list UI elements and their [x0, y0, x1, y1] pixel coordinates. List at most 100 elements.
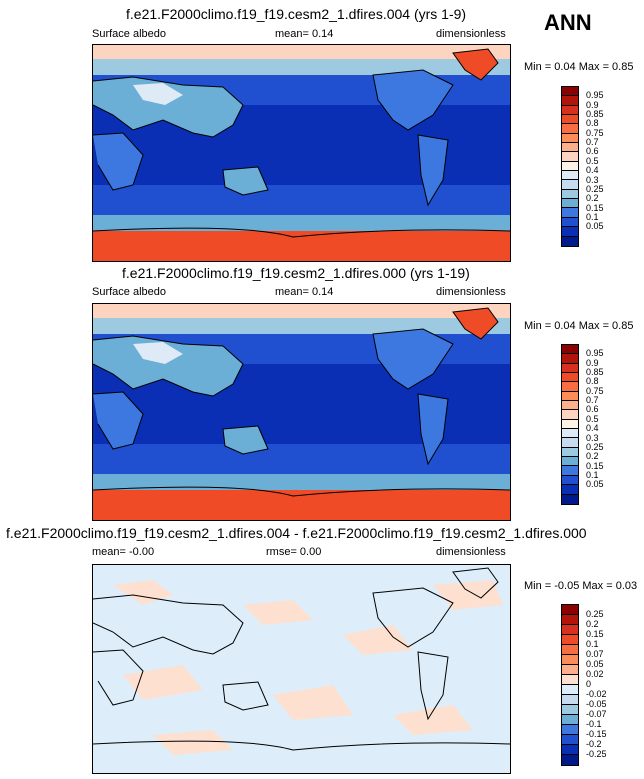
panel2-albedo-field — [93, 304, 510, 520]
panel1-albedo-field — [93, 45, 510, 261]
colorbar-tick-label: 0.6 — [586, 146, 599, 157]
colorbar-tick-label: 0.75 — [586, 385, 604, 396]
colorbar-tick-label: 0.7 — [586, 395, 599, 406]
colorbar-swatch — [562, 180, 578, 190]
colorbar-swatch — [562, 695, 578, 705]
panel3-minmax: Min = -0.05 Max = 0.03 — [524, 580, 638, 592]
colorbar-tick-label: -0.05 — [586, 699, 607, 709]
panel2-colorbar — [561, 344, 579, 505]
colorbar-swatch — [562, 419, 578, 430]
colorbar-swatch — [562, 236, 578, 246]
colorbar-tick-label: 0.25 — [586, 609, 604, 619]
colorbar-swatch — [562, 485, 578, 495]
colorbar-swatch — [562, 345, 578, 355]
colorbar-swatch — [562, 227, 578, 237]
panel3-title: f.e21.F2000climo.f19_f19.cesm2_1.dfires.… — [6, 525, 587, 541]
colorbar-tick-label: 0.9 — [586, 357, 599, 368]
colorbar-swatch — [562, 124, 578, 134]
colorbar-swatch — [562, 655, 578, 665]
colorbar-swatch — [562, 363, 578, 374]
panel2-units-label: dimensionless — [436, 286, 506, 298]
colorbar-tick-label: -0.1 — [586, 719, 602, 729]
colorbar-tick-label: 0.25 — [586, 183, 604, 194]
colorbar-tick-label: 0.85 — [586, 367, 604, 378]
colorbar-swatch — [562, 735, 578, 745]
colorbar-swatch — [562, 152, 578, 162]
colorbar-tick-label: 0.8 — [586, 376, 599, 387]
colorbar-tick-label: 0.15 — [586, 202, 604, 213]
colorbar-swatch — [562, 171, 578, 181]
colorbar-swatch — [562, 105, 578, 116]
colorbar-tick-label: 0.1 — [586, 211, 599, 222]
colorbar-swatch — [562, 715, 578, 725]
panel2-mean-label: mean= 0.14 — [275, 286, 334, 298]
colorbar-swatch — [562, 615, 578, 625]
panel1-units-label: dimensionless — [436, 28, 506, 40]
colorbar-swatch — [562, 645, 578, 655]
colorbar-swatch — [562, 354, 578, 364]
colorbar-tick-label: 0.3 — [586, 174, 599, 185]
panel1-map — [92, 44, 511, 262]
colorbar-swatch — [562, 755, 578, 765]
colorbar-tick-label: 0.9 — [586, 99, 599, 110]
panel1-title: f.e21.F2000climo.f19_f19.cesm2_1.dfires.… — [126, 6, 467, 22]
colorbar-swatch — [562, 429, 578, 439]
season-label: ANN — [544, 10, 592, 35]
colorbar-swatch — [562, 705, 578, 715]
colorbar-tick-label: 0.5 — [586, 413, 599, 424]
colorbar-tick-label: 0.5 — [586, 155, 599, 166]
colorbar-swatch — [562, 189, 578, 200]
colorbar-swatch — [562, 665, 578, 675]
colorbar-tick-label: 0.7 — [586, 137, 599, 148]
colorbar-swatch — [562, 373, 578, 383]
colorbar-swatch — [562, 208, 578, 218]
panel3-mean-label: mean= -0.00 — [92, 546, 155, 558]
panel2-minmax: Min = 0.04 Max = 0.85 — [524, 320, 634, 332]
colorbar-tick-label: 0.2 — [586, 451, 599, 462]
colorbar-tick-label: -0.02 — [586, 689, 607, 699]
panel2-variable-label: Surface albedo — [92, 286, 166, 298]
colorbar-tick-label: 0.2 — [586, 619, 599, 629]
panel2-map — [92, 303, 511, 521]
colorbar-swatch — [562, 457, 578, 467]
panel1-mean-label: mean= 0.14 — [275, 28, 334, 40]
colorbar-swatch — [562, 725, 578, 735]
colorbar-swatch — [562, 143, 578, 153]
colorbar-tick-label: 0.1 — [586, 469, 599, 480]
colorbar-tick-label: 0.95 — [586, 90, 604, 101]
panel3-difference-field — [93, 565, 510, 773]
colorbar-tick-label: 0.75 — [586, 127, 604, 138]
colorbar-tick-label: -0.15 — [586, 729, 607, 739]
colorbar-swatch — [562, 410, 578, 420]
colorbar-swatch — [562, 625, 578, 635]
panel3-colorbar — [561, 604, 579, 766]
colorbar-swatch — [562, 675, 578, 685]
colorbar-swatch — [562, 466, 578, 476]
colorbar-tick-label: 0.25 — [586, 441, 604, 452]
colorbar-tick-label: 0.95 — [586, 348, 604, 359]
colorbar-tick-label: 0.02 — [586, 669, 604, 679]
colorbar-swatch — [562, 685, 578, 695]
colorbar-tick-label: 0.3 — [586, 432, 599, 443]
colorbar-swatch — [562, 745, 578, 755]
colorbar-tick-label: 0.07 — [586, 649, 604, 659]
colorbar-swatch — [562, 382, 578, 392]
colorbar-swatch — [562, 635, 578, 645]
colorbar-tick-label: -0.25 — [586, 749, 607, 759]
colorbar-tick-label: -0.07 — [586, 709, 607, 719]
colorbar-swatch — [562, 475, 578, 486]
panel3-map — [92, 564, 511, 774]
colorbar-swatch — [562, 401, 578, 411]
colorbar-tick-label: 0.2 — [586, 193, 599, 204]
colorbar-tick-label: 0.4 — [586, 423, 599, 434]
colorbar-swatch — [562, 605, 578, 615]
colorbar-tick-label: 0.8 — [586, 118, 599, 129]
colorbar-swatch — [562, 96, 578, 106]
colorbar-tick-label: 0.15 — [586, 629, 604, 639]
colorbar-swatch — [562, 87, 578, 97]
colorbar-tick-label: -0.2 — [586, 739, 602, 749]
colorbar-swatch — [562, 133, 578, 144]
colorbar-tick-label: 0.1 — [586, 639, 599, 649]
panel1-minmax: Min = 0.04 Max = 0.85 — [524, 61, 634, 73]
colorbar-tick-label: 0.85 — [586, 109, 604, 120]
